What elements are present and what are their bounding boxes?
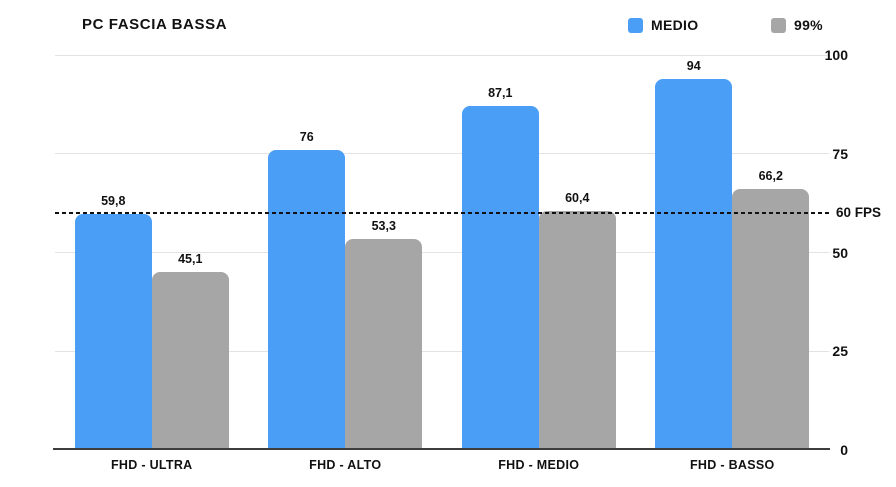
bar-99-fhd-alto — [345, 239, 423, 450]
gridline-100 — [55, 54, 829, 56]
bar-medio-fhd-alto — [268, 149, 346, 450]
bar-value-99-fhd-medio: 60,4 — [565, 191, 590, 206]
bar-value-99-fhd-alto: 53,3 — [371, 219, 396, 234]
bar-value-medio-fhd-alto: 76 — [299, 129, 314, 144]
bar-99-fhd-basso — [732, 188, 810, 450]
y-tick-label-50: 50 — [832, 244, 848, 261]
legend-swatch-99 — [771, 17, 786, 33]
legend-label-medio: MEDIO — [651, 17, 699, 33]
legend-item-99: 99% — [771, 17, 823, 33]
gridline-50 — [55, 252, 829, 253]
bar-medio-fhd-basso — [655, 78, 733, 450]
x-axis-label-fhd-medio: FHD - MEDIO — [498, 458, 580, 472]
bar-99-fhd-ultra — [151, 271, 229, 450]
threshold-label: 60 FPS — [836, 205, 882, 220]
x-axis-label-fhd-basso: FHD - BASSO — [689, 458, 775, 472]
legend-swatch-medio — [628, 17, 643, 33]
gridline-75 — [55, 153, 829, 155]
x-axis-label-fhd-ultra: FHD - ULTRA — [110, 458, 193, 472]
y-tick-label-25: 25 — [832, 343, 848, 360]
y-tick-label-75: 75 — [832, 145, 848, 162]
gridline-25 — [55, 350, 829, 352]
bar-medio-fhd-medio — [461, 105, 539, 450]
x-axis-line — [53, 448, 830, 450]
chart-title: PC FASCIA BASSA — [82, 16, 228, 33]
bar-value-medio-fhd-medio: 87,1 — [488, 85, 513, 100]
bar-99-fhd-medio — [538, 211, 616, 450]
threshold-line-60fps — [55, 212, 831, 214]
bar-value-medio-fhd-ultra: 59,8 — [101, 193, 126, 208]
y-tick-label-0: 0 — [840, 442, 848, 458]
bar-value-medio-fhd-basso: 94 — [686, 58, 701, 73]
bar-value-99-fhd-basso: 66,2 — [758, 168, 783, 183]
bar-medio-fhd-ultra — [74, 213, 152, 450]
x-axis-label-fhd-alto: FHD - ALTO — [309, 458, 382, 472]
legend-label-99: 99% — [794, 17, 823, 33]
bar-value-99-fhd-ultra: 45,1 — [178, 251, 203, 266]
legend-item-medio: MEDIO — [628, 17, 698, 33]
y-tick-label-100: 100 — [824, 47, 848, 63]
